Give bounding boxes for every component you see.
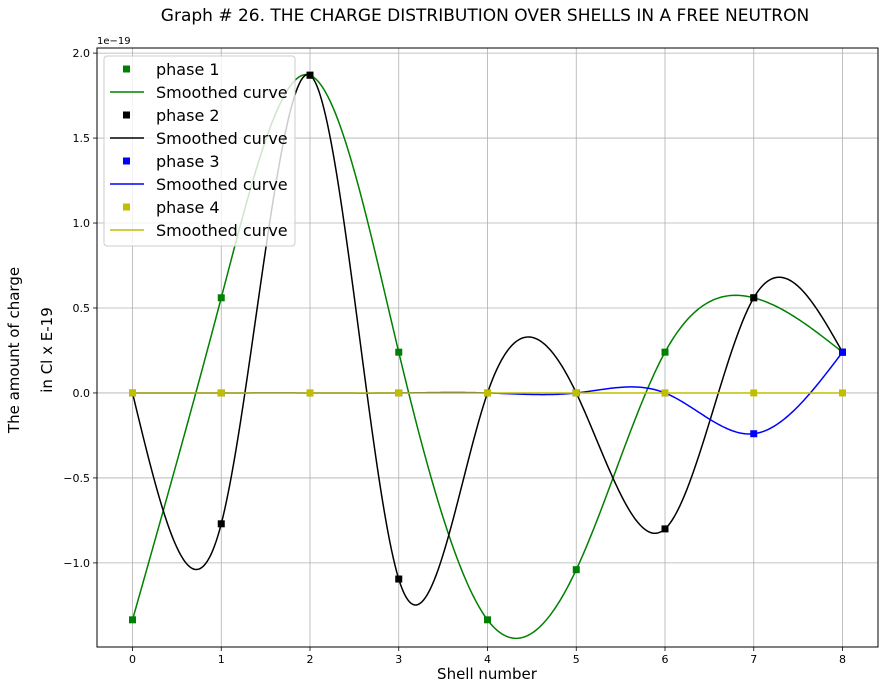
legend-label: Smoothed curve [156,83,288,102]
series-2-point [661,525,669,533]
y-offset-label: 1e−19 [97,36,131,47]
series-1-point [484,616,491,624]
legend-marker [123,65,130,73]
legend-label: phase 3 [156,152,220,171]
legend-label: phase 4 [156,198,220,217]
x-tick-label: 7 [750,653,757,666]
y-axis-label-line1: The amount of charge [5,267,23,434]
x-tick-label: 5 [573,653,580,666]
x-tick-label: 0 [129,653,136,666]
series-3-point [750,430,758,438]
series-1-point [129,616,136,624]
series-4-point [484,389,491,397]
y-axis-label-line2: in Cl x E-19 [38,307,56,392]
series-1-point [217,294,225,302]
series-2-point [395,575,403,583]
y-tick-label: 0.5 [73,302,91,315]
series-4-point [839,389,846,397]
legend-marker [123,157,130,165]
x-tick-label: 6 [662,653,669,666]
legend-label: Smoothed curve [156,129,288,148]
series-4-point [661,389,669,397]
x-tick-label: 2 [307,653,314,666]
y-tick-label: 1.0 [73,217,91,230]
series-4-point [750,389,758,397]
series-3-point [839,348,846,356]
legend-marker [123,111,130,119]
legend-label: Smoothed curve [156,221,288,240]
series-2-point [750,294,758,302]
series-4-point [129,389,136,397]
x-tick-label: 1 [218,653,225,666]
y-tick-label: 0.0 [73,387,91,400]
legend-label: Smoothed curve [156,175,288,194]
y-tick-label: −0.5 [63,472,90,485]
series-2-point [306,71,314,79]
series-4-point [217,389,225,397]
chart-title: Graph # 26. THE CHARGE DISTRIBUTION OVER… [161,6,809,26]
series-1-point [661,348,669,356]
x-tick-label: 8 [839,653,846,666]
axis-ticks: 0 1 2 3 4 5 6 7 8 −1.0 −0.5 0.0 0.5 1.0 1.5 2.0 [63,47,846,666]
series-4-point [306,389,314,397]
series-4-point [572,389,580,397]
series-1-point [572,566,580,574]
series-1-point [395,348,403,356]
x-tick-label: 3 [395,653,402,666]
y-tick-label: 1.5 [73,132,91,145]
legend-box [103,55,296,247]
legend: phase 1 Smoothed curve phase 2 Smoothed cur… [103,55,296,247]
series-2-point [217,520,225,528]
legend-label: phase 1 [156,60,220,79]
x-tick-label: 4 [484,653,491,666]
y-tick-label: 2.0 [73,47,91,60]
series-4-point [395,389,403,397]
x-axis-label: Shell number [437,665,538,683]
legend-label: phase 2 [156,106,220,125]
y-tick-label: −1.0 [63,557,90,570]
legend-marker [123,203,130,211]
